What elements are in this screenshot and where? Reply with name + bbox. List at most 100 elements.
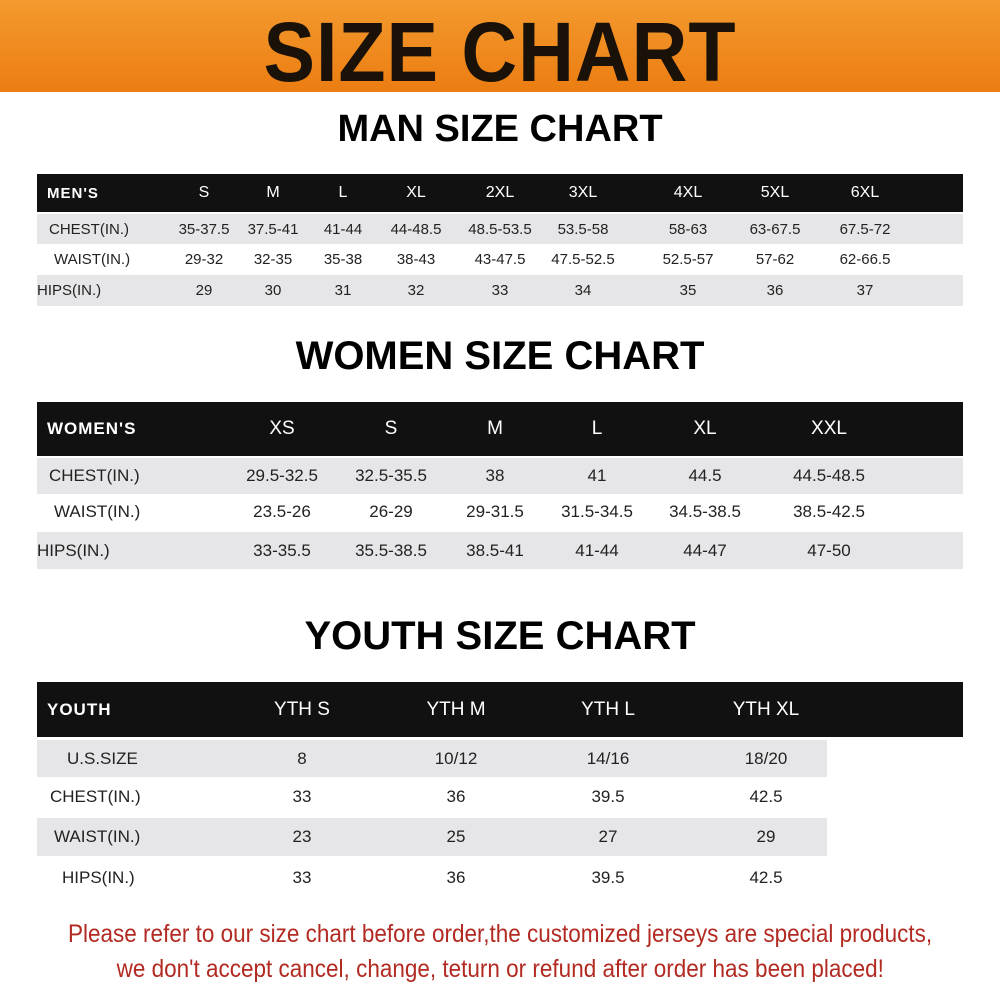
table-cell: 35.5-38.5 [355,540,427,560]
table-cell: 35-37.5 [178,220,230,238]
table-cell: 48.5-53.5 [468,220,532,238]
table-cell: 32 [407,282,425,299]
table-cell: 36 [446,787,466,806]
measurement-label: CHEST(IN.) [49,466,140,485]
table-cell: 30 [264,282,282,299]
table-cell: 37.5-41 [247,220,299,238]
size-header-cell: XXL [811,418,847,439]
table-cell: 29.5-32.5 [246,466,318,485]
table-cell: 25 [446,827,466,846]
table-cell: 8 [297,748,307,768]
table-cell: 32-35 [253,250,293,268]
men-header-row: MEN'S S M L XL 2XL 3XL 4XL 5XL 6XL [37,174,963,212]
table-row: HIPS(IN.) 33-35.5 35.5-38.5 38.5-41 41-44 44-… [37,532,963,569]
table-cell: 27 [598,827,618,846]
table-cell: 36 [766,282,784,299]
youth-header-row: YOUTH YTH S YTH M YTH L YTH XL [37,682,963,737]
table-cell: 44-47 [683,540,727,560]
size-header-cell: 2XL [485,184,515,201]
table-row: WAIST(IN.) 23 25 27 29 [37,818,827,856]
table-cell: 41-44 [323,220,363,238]
men-section-title: MAN SIZE CHART [337,108,663,150]
table-cell: 52.5-57 [662,250,714,268]
table-title-cell: WOMEN'S [47,419,137,438]
size-header-cell: YTH S [274,698,330,720]
notice-line-1: Please refer to our size chart before or… [0,920,1000,949]
table-cell: 42.5 [749,867,783,887]
table-cell: 62-66.5 [839,250,891,268]
size-header-cell: XL [693,418,717,439]
banner-title: SIZE CHART [263,5,737,99]
table-cell: 47.5-52.5 [551,250,615,268]
table-cell: 18/20 [744,748,788,768]
table-cell: 38-43 [396,250,436,268]
measurement-label: CHEST(IN.) [50,787,141,806]
notice-text-2: we don't accept cancel, change, teturn o… [116,955,884,983]
table-row: HIPS(IN.) 29 30 31 32 33 34 35 36 37 [37,275,963,306]
table-cell: 38.5-42.5 [793,502,865,521]
table-row: WAIST(IN.) 23.5-26 26-29 29-31.5 31.5-34.5 34… [37,494,963,530]
table-cell: 34 [574,282,592,299]
women-header-row: WOMEN'S XS S M L XL XXL [37,402,963,456]
table-cell: 41-44 [575,540,619,560]
table-cell: 35-38 [323,250,363,268]
table-cell: 57-62 [755,250,795,268]
size-header-cell: YTH L [581,698,635,720]
table-cell: 31 [334,282,352,299]
table-row: U.S.SIZE 8 10/12 14/16 18/20 [37,740,827,777]
table-cell: 43-47.5 [474,250,526,268]
table-cell: 67.5-72 [839,220,891,238]
notice-text-1: Please refer to our size chart before or… [67,920,933,948]
table-cell: 44-48.5 [390,220,442,238]
table-cell: 33 [292,787,312,806]
size-header-cell: YTH XL [732,698,800,720]
table-row: CHEST(IN.) 35-37.5 37.5-41 41-44 44-48.5 48.5… [37,214,963,244]
measurement-label: WAIST(IN.) [54,502,141,521]
table-cell: 38 [485,466,505,485]
table-cell: 33 [491,282,509,299]
table-cell: 29-32 [184,250,224,268]
table-title-cell: MEN'S [47,184,99,202]
table-cell: 14/16 [586,748,630,768]
size-header-cell: M [266,184,280,201]
table-cell: 41 [587,466,607,485]
table-cell: 29 [756,827,776,846]
table-cell: 37 [856,282,874,299]
table-row: WAIST(IN.) 29-32 32-35 35-38 38-43 43-47.5 47.… [37,244,963,274]
size-header-cell: YTH M [426,698,486,720]
measurement-label: HIPS(IN.) [62,867,135,887]
table-cell: 33 [292,867,312,887]
notice-line-2: we don't accept cancel, change, teturn o… [0,955,1000,984]
measurement-label: WAIST(IN.) [54,827,141,846]
table-cell: 53.5-58 [557,220,609,238]
table-cell: 32.5-35.5 [355,466,427,485]
women-section-title: WOMEN SIZE CHART [295,334,705,378]
table-cell: 39.5 [591,867,625,887]
size-header-cell: XS [269,418,295,439]
measurement-label: U.S.SIZE [67,748,138,768]
table-cell: 35 [679,282,697,299]
size-header-cell: L [591,418,603,439]
size-header-cell: L [338,184,348,201]
table-cell: 39.5 [591,787,625,806]
table-title-cell: YOUTH [47,699,112,719]
table-cell: 44.5 [688,466,722,485]
size-header-cell: S [198,184,210,201]
measurement-label: HIPS(IN.) [37,282,102,299]
measurement-label: WAIST(IN.) [54,250,131,268]
table-cell: 10/12 [434,748,478,768]
size-header-cell: 3XL [568,184,598,201]
size-header-cell: S [384,418,398,439]
table-cell: 36 [446,867,466,887]
youth-section-title: YOUTH SIZE CHART [304,614,696,658]
measurement-label: CHEST(IN.) [49,220,129,238]
size-chart-banner: SIZE CHART [0,0,1000,99]
table-cell: 23 [292,827,312,846]
table-cell: 33-35.5 [253,540,311,560]
size-header-cell: M [487,418,503,439]
size-header-cell: 6XL [850,184,880,201]
table-cell: 44.5-48.5 [793,466,865,485]
size-header-cell: XL [406,184,426,201]
table-row: CHEST(IN.) 29.5-32.5 32.5-35.5 38 41 44.5 44.5… [37,458,963,494]
table-cell: 42.5 [749,787,783,806]
